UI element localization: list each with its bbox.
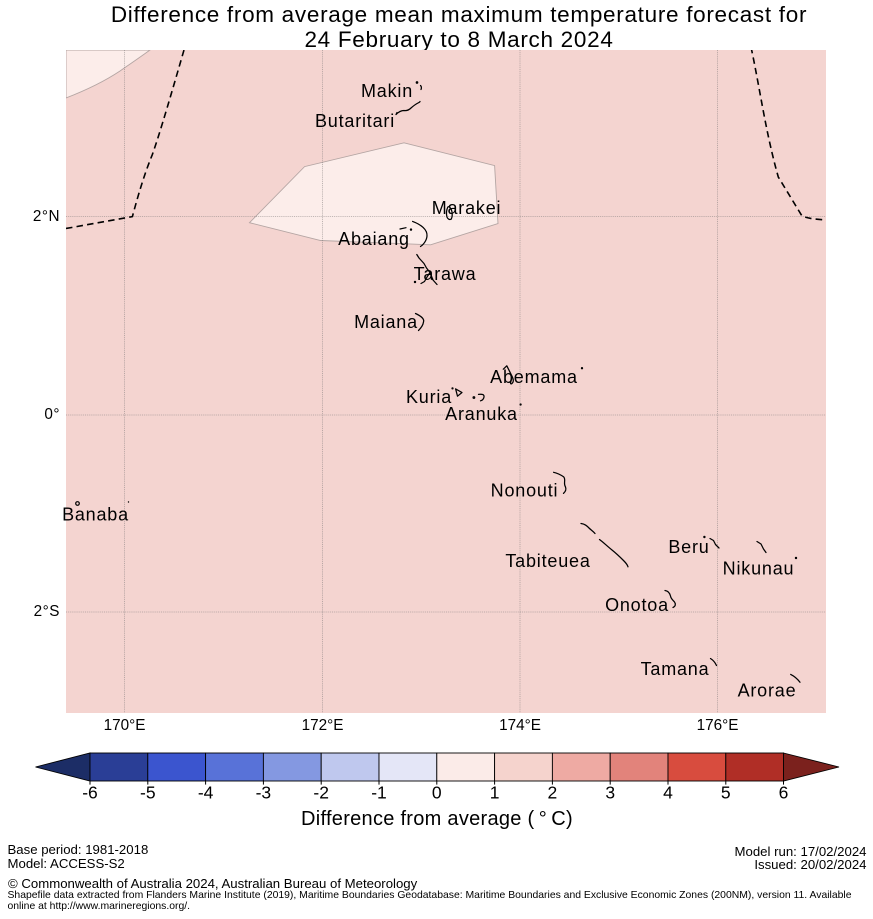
svg-text:Butaritari: Butaritari bbox=[315, 111, 395, 131]
svg-text:1: 1 bbox=[490, 782, 500, 802]
svg-text:Onotoa: Onotoa bbox=[605, 595, 669, 615]
svg-text:Marakei: Marakei bbox=[432, 198, 502, 218]
svg-text:3: 3 bbox=[605, 782, 615, 802]
svg-text:2: 2 bbox=[548, 782, 558, 802]
svg-text:Beru: Beru bbox=[668, 537, 709, 557]
svg-text:Nonouti: Nonouti bbox=[491, 481, 559, 501]
svg-text:Abemama: Abemama bbox=[490, 367, 578, 387]
svg-text:Tarawa: Tarawa bbox=[414, 264, 477, 284]
svg-text:6: 6 bbox=[779, 782, 789, 802]
svg-text:Maiana: Maiana bbox=[354, 312, 418, 332]
svg-text:-2: -2 bbox=[313, 782, 329, 802]
svg-text:Makin: Makin bbox=[361, 81, 413, 101]
svg-text:Banaba: Banaba bbox=[62, 505, 129, 525]
svg-text:Nikunau: Nikunau bbox=[723, 559, 795, 579]
svg-text:-6: -6 bbox=[82, 782, 98, 802]
svg-text:Arorae: Arorae bbox=[738, 681, 797, 701]
svg-text:-5: -5 bbox=[140, 782, 156, 802]
svg-text:0: 0 bbox=[432, 782, 442, 802]
svg-text:5: 5 bbox=[721, 782, 731, 802]
svg-text:Tamana: Tamana bbox=[641, 659, 710, 679]
svg-text:4: 4 bbox=[663, 782, 673, 802]
svg-text:-4: -4 bbox=[198, 782, 214, 802]
svg-text:Abaiang: Abaiang bbox=[338, 229, 410, 249]
svg-text:Tabiteuea: Tabiteuea bbox=[505, 551, 590, 571]
svg-text:Aranuka: Aranuka bbox=[445, 404, 518, 424]
svg-text:-3: -3 bbox=[256, 782, 272, 802]
svg-text:-1: -1 bbox=[371, 782, 387, 802]
svg-text:Kuria: Kuria bbox=[406, 387, 452, 407]
